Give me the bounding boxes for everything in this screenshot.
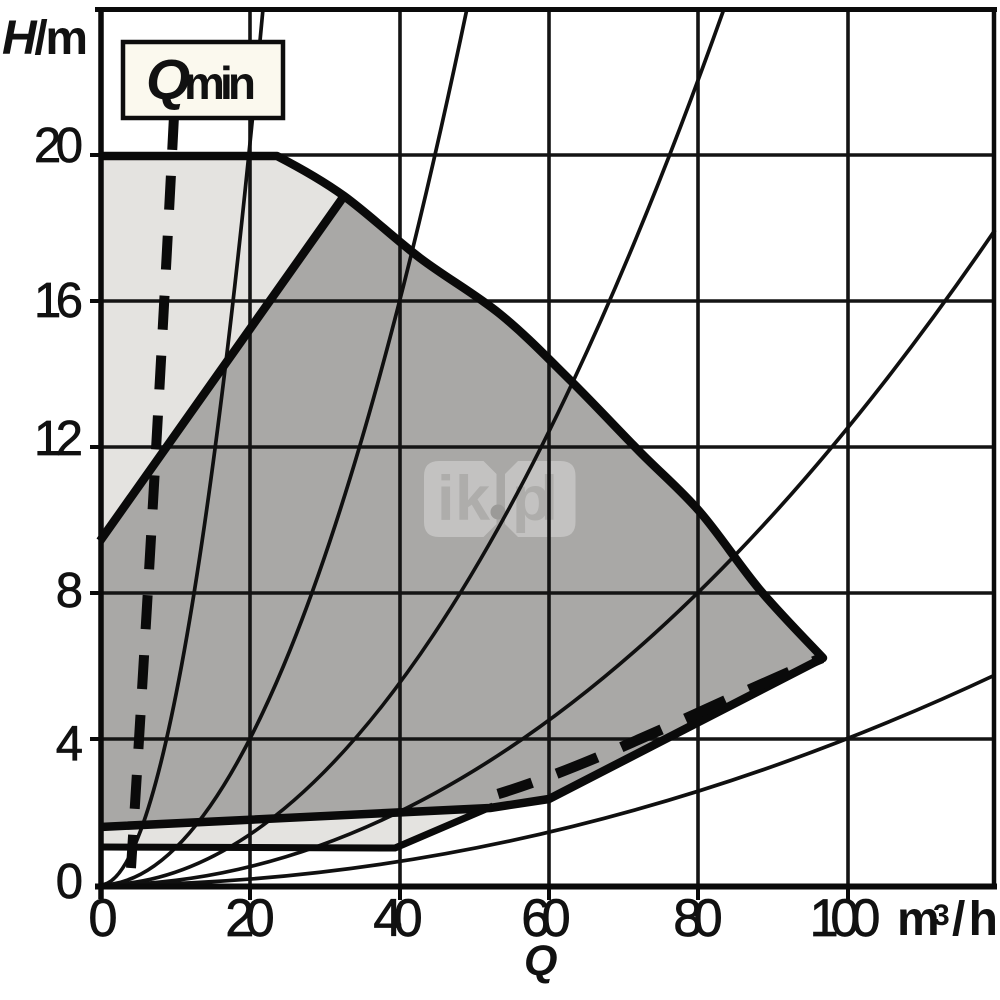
svg-text:min: min [184, 57, 256, 109]
svg-text:H/m: H/m [2, 12, 88, 65]
svg-text:Q: Q [146, 48, 190, 112]
svg-text:4: 4 [56, 717, 83, 771]
svg-text:60: 60 [521, 889, 571, 948]
svg-text:ik: ik [437, 464, 491, 534]
svg-text:/h: /h [952, 893, 998, 946]
svg-text:80: 80 [673, 889, 723, 948]
svg-text:8: 8 [56, 564, 83, 618]
svg-text:Q: Q [524, 937, 557, 985]
svg-text:12: 12 [34, 412, 83, 466]
svg-text:0: 0 [88, 889, 117, 948]
svg-text:40: 40 [373, 889, 423, 948]
svg-text:0: 0 [56, 855, 83, 909]
svg-text:20: 20 [225, 889, 275, 948]
svg-text:3: 3 [933, 899, 950, 932]
svg-text:m: m [897, 893, 940, 946]
svg-text:100: 100 [810, 889, 881, 948]
svg-text:20: 20 [34, 119, 83, 173]
svg-text:pl: pl [512, 464, 558, 534]
svg-text:16: 16 [34, 274, 83, 328]
